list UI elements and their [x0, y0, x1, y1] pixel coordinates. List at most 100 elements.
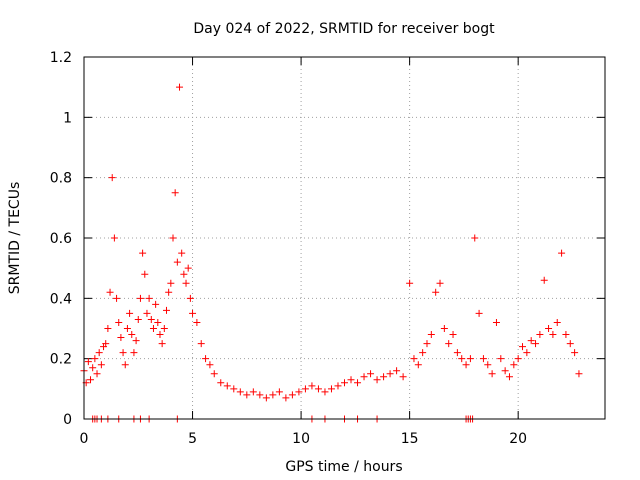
data-point: [173, 258, 181, 266]
data-point: [427, 331, 435, 339]
data-point: [510, 361, 518, 369]
data-point: [367, 370, 375, 378]
data-point: [87, 376, 95, 384]
plot-frame: [83, 56, 606, 420]
data-point: [562, 331, 570, 339]
data-point: [453, 349, 461, 357]
data-point: [130, 349, 138, 357]
data-point: [97, 361, 105, 369]
data-point: [558, 249, 566, 257]
data-point: [393, 367, 401, 375]
data-point: [184, 264, 192, 272]
data-point: [160, 325, 168, 332]
y-tick-label: 0.4: [50, 291, 72, 307]
data-point: [545, 325, 553, 332]
data-point: [236, 388, 244, 396]
data-point: [471, 234, 479, 242]
data-point: [566, 340, 574, 348]
data-point: [210, 370, 218, 378]
data-point: [314, 385, 322, 393]
data-point: [406, 279, 414, 287]
data-point: [197, 340, 205, 348]
data-point: [256, 391, 264, 399]
x-tick-label: 5: [188, 431, 197, 447]
data-point: [419, 349, 427, 357]
data-point: [189, 309, 197, 317]
data-point: [154, 318, 162, 326]
data-point: [102, 340, 110, 348]
data-point: [386, 370, 394, 378]
data-point: [108, 174, 116, 182]
gridlines: [84, 57, 605, 419]
data-point: [479, 355, 487, 363]
chart-title: Day 024 of 2022, SRMTID for receiver bog…: [193, 21, 495, 37]
data-point: [152, 300, 160, 308]
data-point: [347, 376, 355, 384]
data-point: [243, 391, 251, 399]
y-tick-label: 0.2: [50, 352, 72, 368]
data-point: [91, 355, 99, 363]
y-tick-label: 1.2: [50, 50, 72, 66]
data-point: [162, 306, 170, 314]
data-point: [139, 249, 147, 257]
data-point: [462, 361, 470, 369]
data-point: [110, 234, 118, 242]
data-point: [436, 279, 444, 287]
data-point: [523, 349, 531, 357]
data-point: [119, 349, 127, 357]
data-point: [414, 361, 422, 369]
data-point: [143, 309, 151, 317]
data-point: [295, 388, 303, 396]
y-tick-label: 0.6: [50, 231, 72, 247]
data-point: [341, 379, 348, 387]
data-point: [95, 349, 103, 357]
data-point: [104, 325, 112, 332]
data-point: [432, 288, 440, 296]
data-point: [334, 382, 342, 390]
data-point: [308, 382, 316, 390]
data-points: [80, 83, 583, 423]
data-point: [123, 325, 131, 332]
x-tick-label: 0: [80, 431, 89, 447]
x-tick-label: 20: [509, 431, 527, 447]
data-point: [505, 373, 513, 381]
data-point: [399, 373, 407, 381]
data-point: [202, 355, 210, 363]
data-point: [134, 315, 142, 323]
data-point: [178, 249, 186, 257]
data-point: [113, 294, 121, 302]
data-point: [156, 331, 164, 339]
data-point: [321, 388, 329, 396]
x-axis-title: GPS time / hours: [285, 459, 402, 475]
data-point: [288, 391, 296, 399]
data-point: [449, 331, 457, 339]
data-point: [497, 355, 505, 363]
data-point: [115, 318, 123, 326]
data-point: [540, 276, 548, 284]
data-point: [117, 334, 125, 342]
data-point: [128, 331, 136, 339]
data-point: [501, 367, 509, 375]
data-point: [360, 373, 368, 381]
data-point: [527, 337, 535, 345]
data-point: [262, 394, 270, 402]
data-point: [373, 376, 381, 384]
y-tick-label: 0.8: [50, 171, 72, 187]
data-point: [514, 355, 522, 363]
data-point: [410, 355, 418, 363]
data-point: [106, 288, 114, 296]
y-tick-label: 0: [63, 412, 72, 428]
data-point: [440, 325, 448, 332]
data-point: [186, 294, 194, 302]
data-point: [217, 379, 225, 387]
data-point: [488, 370, 496, 378]
data-point: [176, 83, 184, 91]
data-point: [519, 343, 527, 351]
data-point: [223, 382, 231, 390]
data-point: [269, 391, 277, 399]
data-point: [136, 294, 144, 302]
data-point: [536, 331, 544, 339]
data-point: [89, 364, 97, 372]
data-point: [171, 189, 179, 197]
